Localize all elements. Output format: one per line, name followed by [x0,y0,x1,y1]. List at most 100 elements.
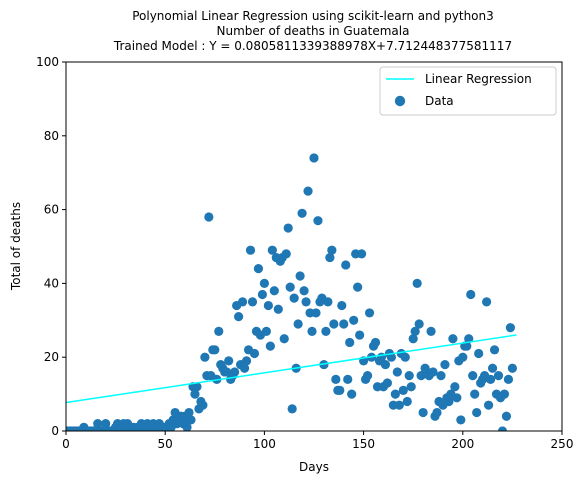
data-point [452,393,462,403]
data-point [432,407,442,418]
data-point [426,326,436,336]
data-point [214,326,224,336]
x-tick-label: 150 [352,437,375,451]
data-point [101,419,111,429]
data-point [299,286,309,296]
data-point [392,367,402,377]
data-point [325,252,335,263]
data-point [273,304,283,314]
y-tick-label: 60 [44,203,59,217]
data-point [466,289,476,300]
data-point [343,374,353,384]
y-axis: 0 20 40 60 80 100 [36,55,66,438]
plot-frame [65,61,563,432]
plot-area [65,61,563,432]
data-point [204,212,214,222]
data-point [386,352,396,362]
data-point [485,374,496,384]
data-point [390,389,400,399]
data-point [237,297,248,307]
data-point [353,282,363,292]
data-point [259,278,269,288]
data-point [331,374,341,384]
data-point [370,337,381,348]
data-point [489,345,500,355]
data-point [394,400,404,410]
x-tick-label: 250 [551,437,574,451]
data-point [487,363,498,373]
data-point [450,382,460,392]
y-tick-label: 0 [51,424,59,438]
data-point [285,282,295,292]
data-point [257,289,268,300]
y-tick-label: 40 [44,276,59,290]
data-point [410,326,420,336]
x-tick-label: 200 [451,437,474,451]
data-point [184,407,194,418]
data-point [341,260,351,270]
x-tick-label: 0 [62,437,70,451]
data-point [269,286,279,296]
legend-label-regression: Linear Regression [425,72,532,86]
y-tick-label: 80 [44,129,59,143]
chart-title: Polynomial Linear Regression using sciki… [113,9,512,53]
y-tick-label: 20 [44,350,59,364]
data-point [182,422,192,431]
data-point [355,330,365,340]
data-point [241,356,252,366]
data-point [436,371,446,381]
legend-label-data: Data [425,94,454,108]
data-point [281,249,291,259]
chart-title-line-2: Number of deaths in Guatemala [217,24,410,38]
x-axis-label: Days [299,460,329,474]
data-point [297,208,307,218]
data-point [198,400,208,410]
data-point [402,396,412,407]
data-point [234,312,244,322]
data-point [301,297,311,307]
data-point [337,300,347,311]
data-point [362,371,373,381]
scatter-points [66,153,517,431]
data-point [265,341,275,351]
data-point [418,407,428,418]
data-point [287,404,297,414]
data-point [295,271,305,281]
data-point [224,356,234,366]
y-tick-label: 100 [36,55,59,69]
data-point [283,223,293,233]
data-point [448,334,458,344]
data-point [335,385,345,396]
data-point [261,326,271,336]
data-point [505,323,516,333]
data-point [303,186,313,196]
x-axis: 0 50 100 150 200 250 [62,431,573,451]
data-point [253,264,264,274]
data-point [507,363,517,373]
y-axis-label: Total of deaths [9,202,23,291]
data-point [408,334,418,344]
data-point [398,385,408,396]
chart-title-line-1: Polynomial Linear Regression using sciki… [132,9,494,23]
plot-background [66,62,562,431]
data-point [493,371,504,381]
data-point [192,382,202,392]
data-point [311,308,321,318]
data-point [428,367,438,377]
data-point [200,352,210,362]
legend-box [379,66,557,116]
data-point [470,389,480,399]
data-point [501,411,512,421]
data-point [382,378,393,388]
data-point [406,382,416,392]
data-point [412,278,422,288]
data-point [472,407,482,418]
data-point [347,389,357,399]
data-point [482,297,492,307]
data-point [190,389,200,399]
data-point [404,371,414,381]
data-point [364,308,375,318]
chart-title-line-3: Trained Model : Y = 0.0805811339388978X+… [113,39,512,53]
data-point [249,348,260,359]
data-point [245,245,256,255]
